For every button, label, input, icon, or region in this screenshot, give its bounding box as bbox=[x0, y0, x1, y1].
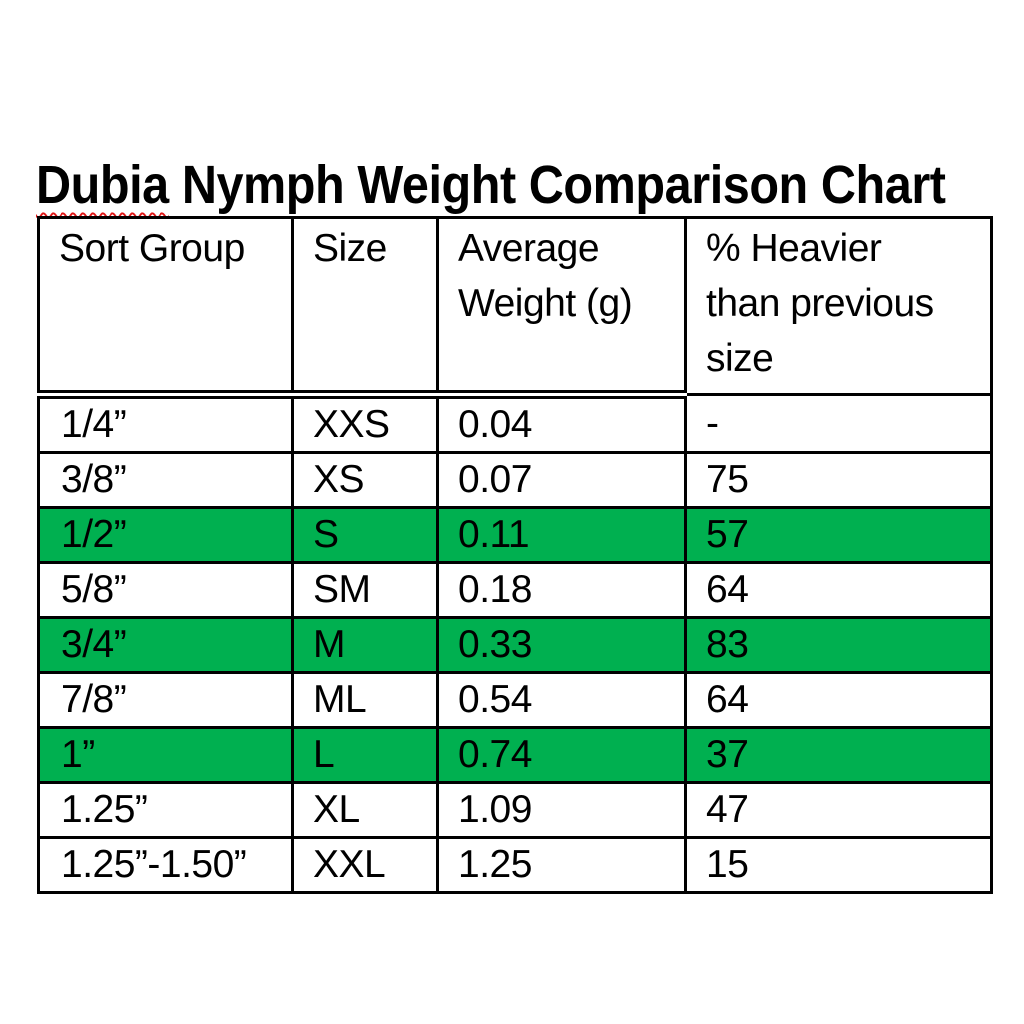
cell-sort-group: 1.25” bbox=[37, 781, 294, 839]
col-header-average-weight: Average Weight (g) bbox=[436, 216, 687, 399]
col-header-size: Size bbox=[291, 216, 439, 399]
cell-pct-heavier: 64 bbox=[684, 671, 993, 729]
cell-pct-heavier: 83 bbox=[684, 616, 993, 674]
cell-avg-weight: 0.04 bbox=[436, 393, 687, 454]
cell-sort-group: 3/8” bbox=[37, 451, 294, 509]
cell-sort-group: 5/8” bbox=[37, 561, 294, 619]
table-row: 1/2” S 0.11 57 bbox=[37, 506, 993, 564]
cell-size: XL bbox=[291, 781, 439, 839]
table-row: 3/4” M 0.33 83 bbox=[37, 616, 993, 674]
cell-size: S bbox=[291, 506, 439, 564]
weight-comparison-table: Sort Group Size Average Weight (g) % Hea… bbox=[37, 216, 993, 894]
cell-sort-group: 3/4” bbox=[37, 616, 294, 674]
cell-size: M bbox=[291, 616, 439, 674]
cell-avg-weight: 1.25 bbox=[436, 836, 687, 894]
cell-size: XXS bbox=[291, 393, 439, 454]
cell-sort-group: 7/8” bbox=[37, 671, 294, 729]
cell-size: L bbox=[291, 726, 439, 784]
cell-pct-heavier: 15 bbox=[684, 836, 993, 894]
cell-pct-heavier: 37 bbox=[684, 726, 993, 784]
misspelled-word-underline: Dubia bbox=[36, 155, 169, 216]
cell-sort-group: 1.25”-1.50” bbox=[37, 836, 294, 894]
col-header-pct-heavier: % Heavier than previous size bbox=[684, 216, 993, 396]
table-row: 1.25”-1.50” XXL 1.25 15 bbox=[37, 836, 993, 894]
header-row: Sort Group Size Average Weight (g) % Hea… bbox=[37, 216, 993, 399]
cell-pct-heavier: 75 bbox=[684, 451, 993, 509]
cell-sort-group: 1/2” bbox=[37, 506, 294, 564]
cell-avg-weight: 0.54 bbox=[436, 671, 687, 729]
cell-size: SM bbox=[291, 561, 439, 619]
cell-pct-heavier: - bbox=[684, 393, 993, 454]
page-title-rest: Nymph Weight Comparison Chart bbox=[168, 155, 946, 216]
cell-avg-weight: 0.18 bbox=[436, 561, 687, 619]
cell-sort-group: 1” bbox=[37, 726, 294, 784]
table-row: 5/8” SM 0.18 64 bbox=[37, 561, 993, 619]
cell-avg-weight: 1.09 bbox=[436, 781, 687, 839]
cell-size: ML bbox=[291, 671, 439, 729]
table-row: 1/4” XXS 0.04- bbox=[37, 393, 993, 454]
cell-pct-heavier: 57 bbox=[684, 506, 993, 564]
col-header-sort-group: Sort Group bbox=[37, 216, 294, 399]
cell-avg-weight: 0.74 bbox=[436, 726, 687, 784]
cell-size: XS bbox=[291, 451, 439, 509]
table-row: 1.25” XL 1.09 47 bbox=[37, 781, 993, 839]
cell-avg-weight: 0.33 bbox=[436, 616, 687, 674]
cell-pct-heavier: 64 bbox=[684, 561, 993, 619]
cell-size: XXL bbox=[291, 836, 439, 894]
cell-avg-weight: 0.07 bbox=[436, 451, 687, 509]
table-row: 1” L 0.74 37 bbox=[37, 726, 993, 784]
table-row: 7/8” ML 0.54 64 bbox=[37, 671, 993, 729]
page-title: Dubia Nymph Weight Comparison Chart bbox=[36, 158, 946, 212]
cell-sort-group: 1/4” bbox=[37, 393, 294, 454]
table-body: 1/4” XXS 0.04-3/8” XS 0.07 75 1/2” S 0.11 57 5/8” S… bbox=[37, 393, 993, 894]
table-row: 3/8” XS 0.07 75 bbox=[37, 451, 993, 509]
cell-pct-heavier: 47 bbox=[684, 781, 993, 839]
cell-avg-weight: 0.11 bbox=[436, 506, 687, 564]
